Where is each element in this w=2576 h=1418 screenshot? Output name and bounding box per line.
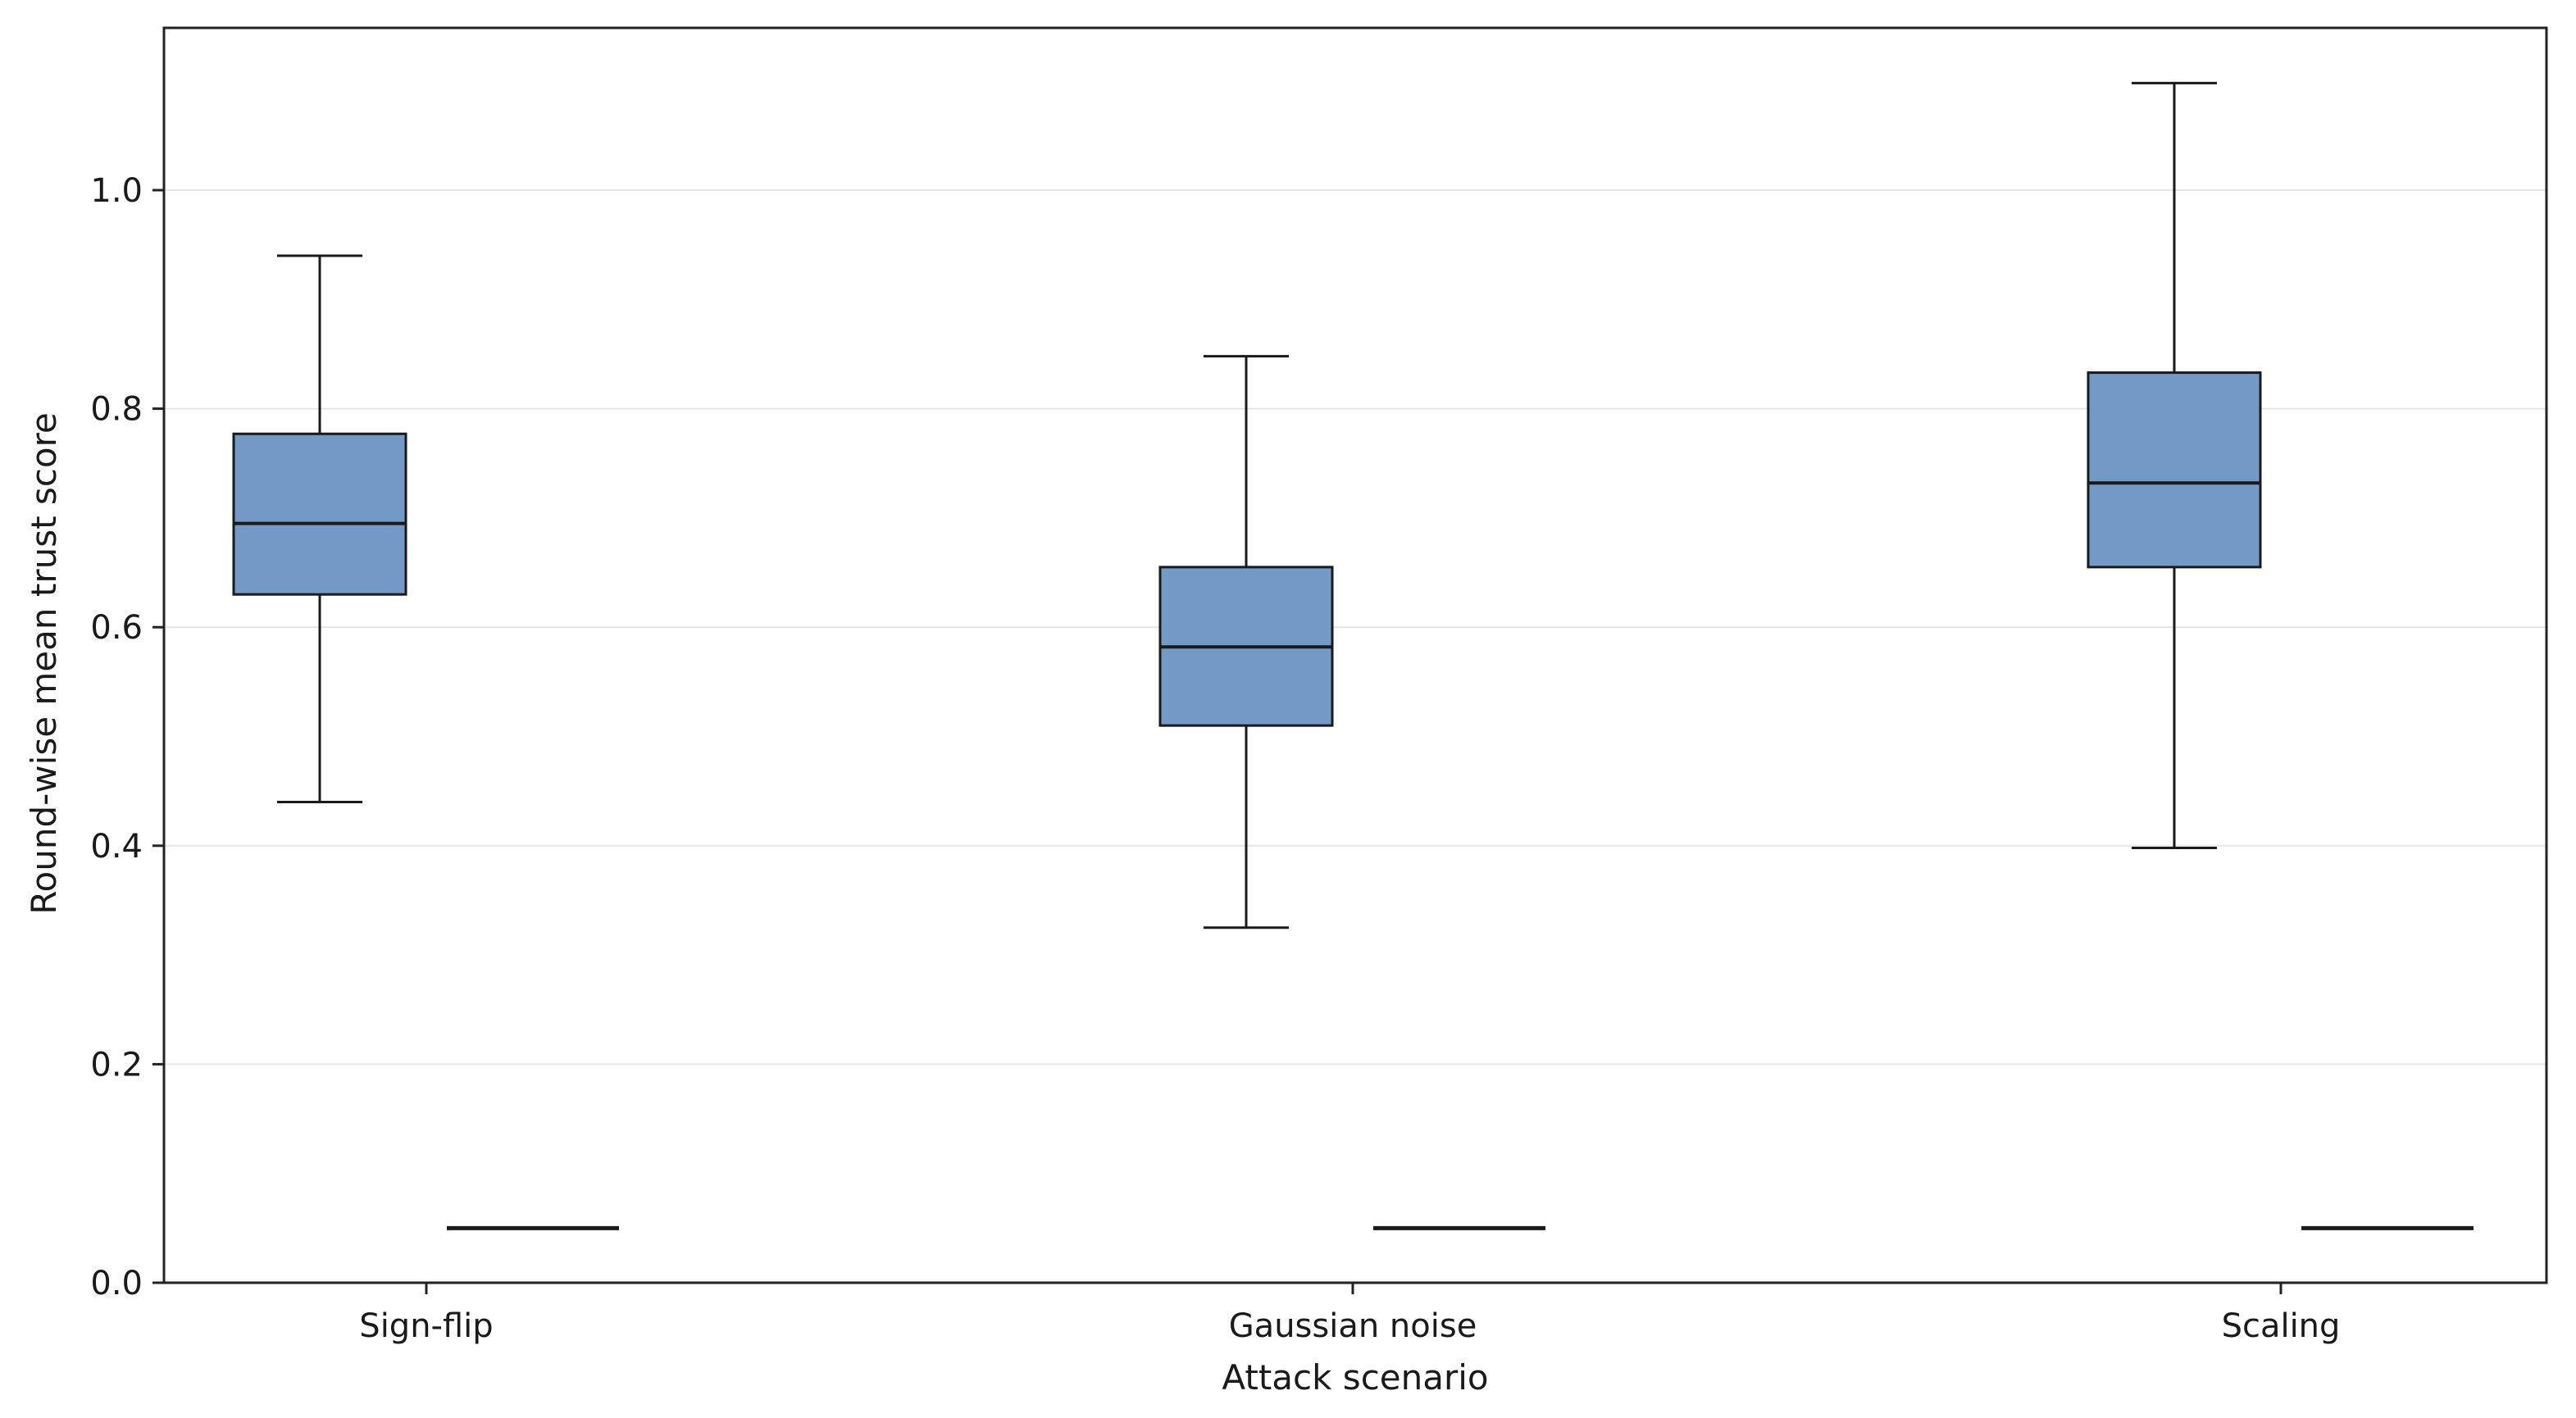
y-tick-label: 0.2 [90, 1046, 143, 1084]
iqr-box [232, 432, 407, 596]
box-group [232, 254, 407, 803]
iqr-box [2087, 371, 2262, 569]
y-tick-label: 0.8 [90, 391, 143, 429]
box-group [2087, 81, 2262, 849]
y-axis-ticks: 0.0 0.2 0.4 0.6 0.8 1.0 [90, 172, 164, 1302]
x-axis-ticks: Sign-flip Gaussian noise Scaling [359, 1283, 2340, 1345]
y-tick-label: 0.0 [90, 1265, 143, 1302]
x-tick-label: Sign-flip [359, 1307, 493, 1345]
y-tick-label: 1.0 [90, 172, 143, 210]
y-tick-label: 0.6 [90, 609, 143, 647]
x-axis-label: Attack scenario [1222, 1357, 1488, 1398]
x-tick-label: Scaling [2222, 1307, 2341, 1345]
y-axis-label: Round-wise mean trust score [24, 412, 64, 915]
box-group [1158, 355, 1334, 929]
plot-frame [162, 26, 2548, 1284]
x-tick-label: Gaussian noise [1229, 1307, 1477, 1345]
gridlines [164, 189, 2546, 1066]
boxes [232, 81, 2474, 1230]
y-tick-label: 0.4 [90, 828, 143, 866]
